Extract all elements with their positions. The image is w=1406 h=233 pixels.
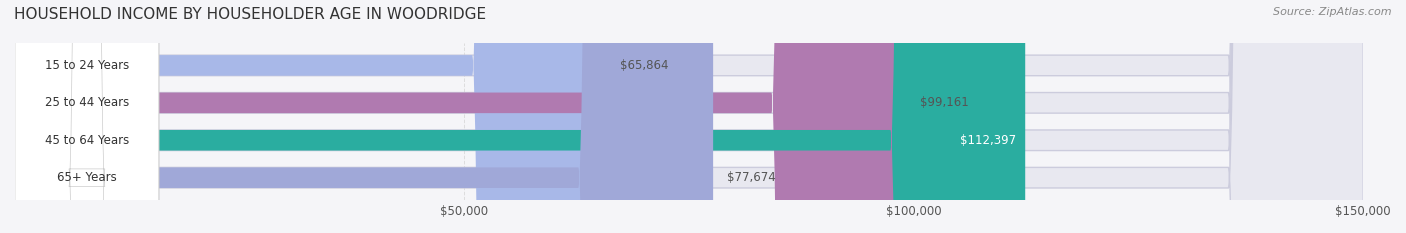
- FancyBboxPatch shape: [15, 0, 159, 233]
- FancyBboxPatch shape: [15, 0, 607, 233]
- FancyBboxPatch shape: [15, 0, 1364, 233]
- Text: $112,397: $112,397: [960, 134, 1017, 147]
- Text: $99,161: $99,161: [920, 96, 969, 109]
- FancyBboxPatch shape: [15, 0, 159, 233]
- FancyBboxPatch shape: [15, 0, 1364, 233]
- Text: 45 to 64 Years: 45 to 64 Years: [45, 134, 129, 147]
- FancyBboxPatch shape: [15, 0, 713, 233]
- FancyBboxPatch shape: [15, 0, 159, 233]
- Text: 65+ Years: 65+ Years: [58, 171, 117, 184]
- Text: 25 to 44 Years: 25 to 44 Years: [45, 96, 129, 109]
- FancyBboxPatch shape: [15, 0, 907, 233]
- FancyBboxPatch shape: [15, 0, 1025, 233]
- FancyBboxPatch shape: [15, 0, 159, 233]
- Text: 15 to 24 Years: 15 to 24 Years: [45, 59, 129, 72]
- Text: $77,674: $77,674: [727, 171, 775, 184]
- Text: HOUSEHOLD INCOME BY HOUSEHOLDER AGE IN WOODRIDGE: HOUSEHOLD INCOME BY HOUSEHOLDER AGE IN W…: [14, 7, 486, 22]
- FancyBboxPatch shape: [15, 0, 1364, 233]
- Text: Source: ZipAtlas.com: Source: ZipAtlas.com: [1274, 7, 1392, 17]
- Text: $65,864: $65,864: [620, 59, 669, 72]
- FancyBboxPatch shape: [15, 0, 1364, 233]
